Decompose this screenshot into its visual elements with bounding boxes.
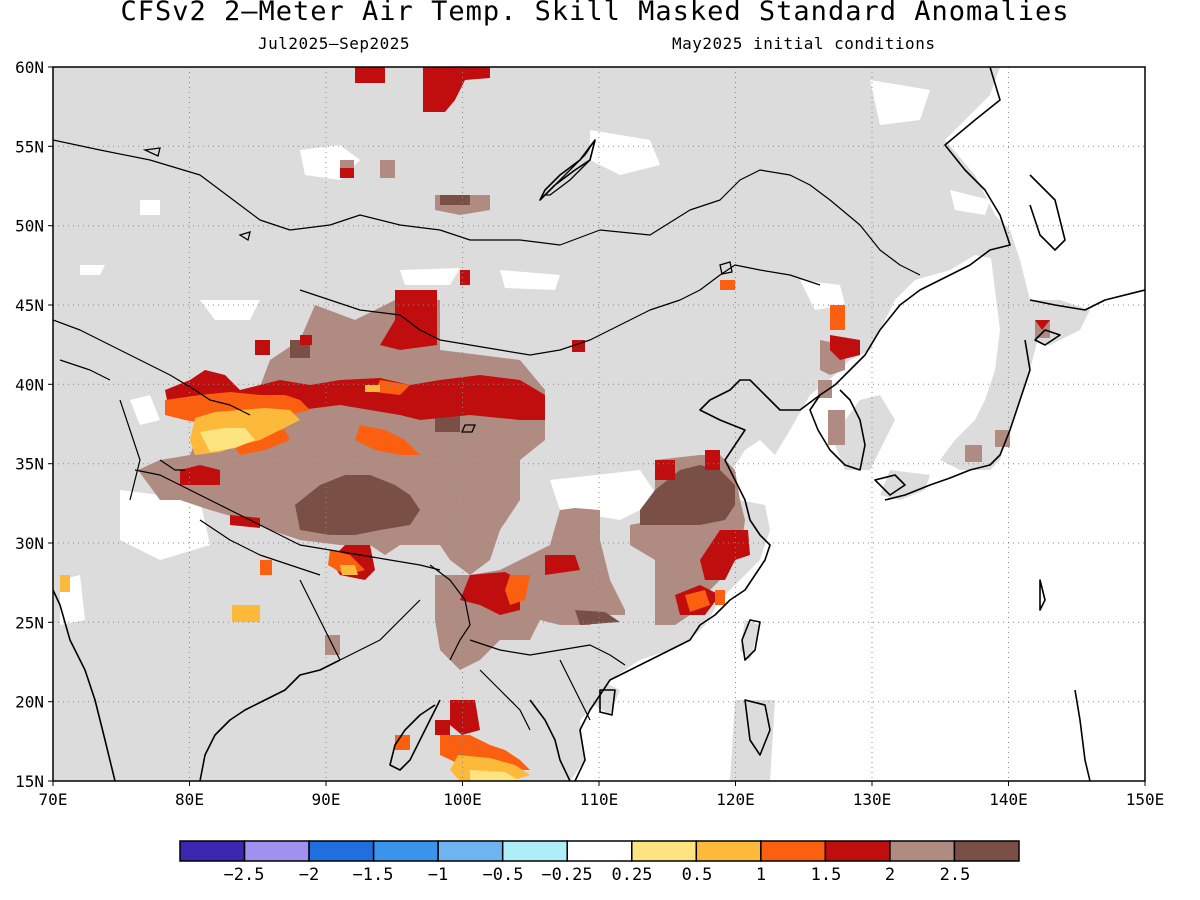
- lat-tick-label: 20N: [15, 693, 44, 712]
- colorbar-swatch: [631, 840, 698, 862]
- colorbar-swatch: [953, 840, 1020, 862]
- anomaly-shading: [60, 67, 1050, 781]
- colorbar-label: 2.5: [940, 865, 971, 885]
- initial-conditions: May2025 initial conditions: [672, 34, 936, 53]
- lon-tick-label: 80E: [175, 790, 204, 809]
- colorbar-swatch: [179, 840, 246, 862]
- lat-tick-label: 30N: [15, 534, 44, 553]
- lat-tick-label: 45N: [15, 296, 44, 315]
- colorbar-swatch: [437, 840, 504, 862]
- colorbar-swatch: [566, 840, 633, 862]
- lat-tick-label: 55N: [15, 137, 44, 156]
- lat-axis: 15N 20N 25N 30N 35N 40N 45N 50N 55N 60N: [15, 58, 53, 791]
- colorbar-label: 0.25: [612, 865, 653, 885]
- colorbar-swatch: [308, 840, 375, 862]
- colorbar-label: −1.5: [353, 865, 394, 885]
- lon-tick-label: 120E: [716, 790, 755, 809]
- lon-tick-label: 110E: [580, 790, 619, 809]
- coastlines: [53, 67, 1145, 781]
- lat-tick-label: 50N: [15, 217, 44, 236]
- map-gridlines: [53, 67, 1145, 781]
- lon-tick-label: 130E: [853, 790, 892, 809]
- lon-tick-label: 90E: [312, 790, 341, 809]
- forecast-period: Jul2025—Sep2025: [258, 34, 410, 53]
- lon-tick-label: 150E: [1126, 790, 1165, 809]
- colorbar-swatch: [889, 840, 956, 862]
- colorbar-label: −2: [299, 865, 319, 885]
- colorbar-swatch: [760, 840, 827, 862]
- lat-tick-label: 40N: [15, 375, 44, 394]
- colorbar-label: 1: [756, 865, 766, 885]
- colorbar-swatch: [501, 840, 568, 862]
- colorbar-label: −0.25: [541, 865, 592, 885]
- colorbar-label: −0.5: [483, 865, 524, 885]
- lakes: [142, 139, 733, 433]
- colorbar-swatch: [695, 840, 762, 862]
- lat-tick-label: 25N: [15, 613, 44, 632]
- colorbar-swatch: [372, 840, 439, 862]
- lon-tick-label: 100E: [443, 790, 482, 809]
- lat-tick-label: 60N: [15, 58, 44, 77]
- colorbar-label: 2: [885, 865, 895, 885]
- map-area: [53, 67, 1145, 781]
- near-zero-regions: [60, 80, 990, 625]
- lat-tick-label: 15N: [15, 772, 44, 791]
- colorbar-label: 1.5: [811, 865, 842, 885]
- colorbar-label: −1: [428, 865, 448, 885]
- lat-tick-label: 35N: [15, 455, 44, 474]
- colorbar-label: 0.5: [682, 865, 713, 885]
- colorbar: [179, 840, 1020, 862]
- colorbar-label: −2.5: [224, 865, 265, 885]
- lon-tick-label: 70E: [39, 790, 68, 809]
- map-title: CFSv2 2—Meter Air Temp. Skill Masked Sta…: [120, 0, 1070, 27]
- lon-tick-label: 140E: [989, 790, 1028, 809]
- colorbar-labels: −2.5 −2 −1.5 −1 −0.5 −0.25 0.25 0.5 1 1.…: [224, 865, 971, 885]
- borders: [53, 139, 921, 731]
- colorbar-swatch: [243, 840, 310, 862]
- lon-axis: 70E 80E 90E 100E 110E 120E 130E 140E 150…: [39, 781, 1165, 809]
- colorbar-swatch: [824, 840, 891, 862]
